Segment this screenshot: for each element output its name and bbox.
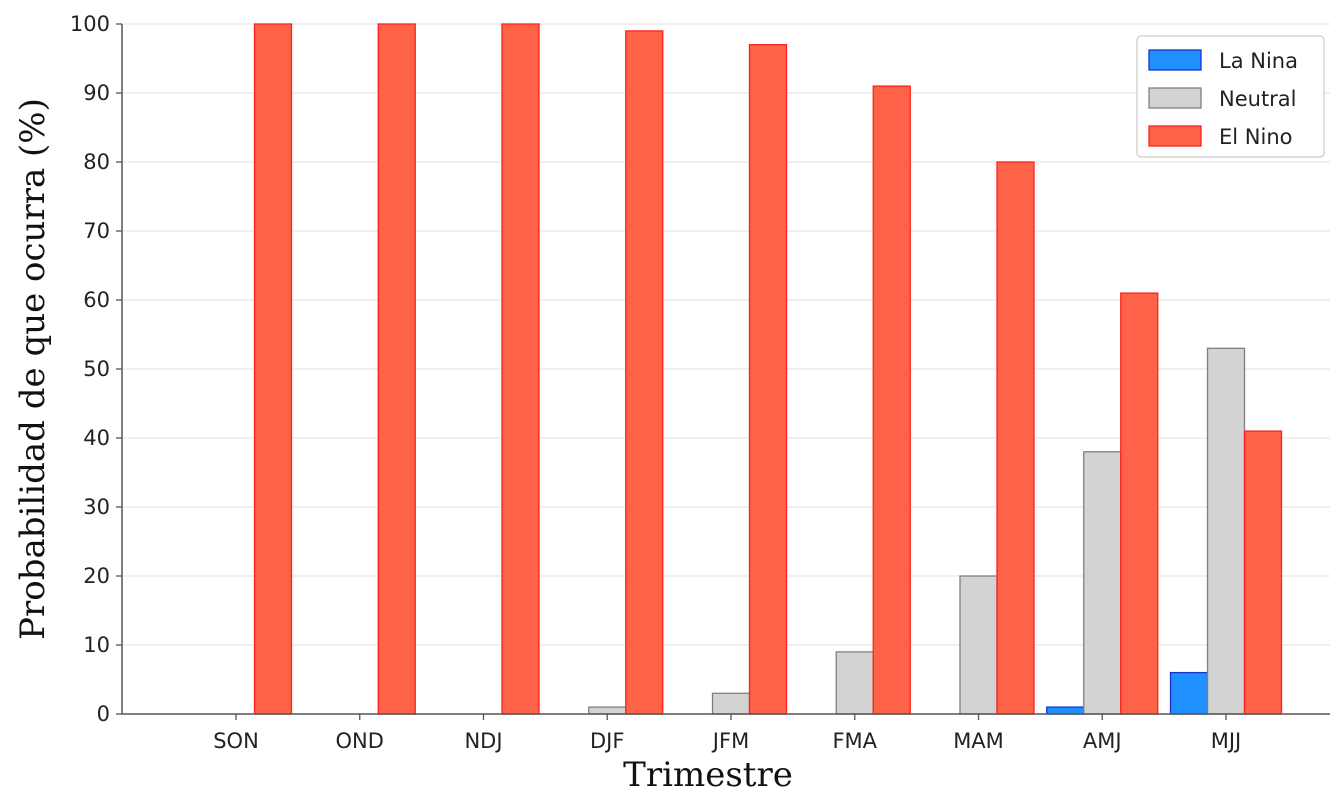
- bar-el-nino-amj: [1120, 292, 1159, 715]
- x-tick-label: JFM: [711, 729, 749, 753]
- x-axis-label: Trimestre: [623, 755, 793, 790]
- bar-la-nina-amj: [1046, 706, 1085, 715]
- bar-la-nina-mjj: [1169, 671, 1209, 715]
- y-tick-label: 100: [70, 12, 110, 36]
- legend-label: La Nina: [1219, 49, 1298, 73]
- bar-el-nino-son: [253, 23, 293, 715]
- legend-label: El Nino: [1219, 125, 1292, 149]
- y-tick-label: 20: [83, 564, 110, 588]
- x-tick-labels: SON OND NDJ DJF JFM FMA MAM AMJ MJJ: [213, 714, 1241, 753]
- y-tick-label: 30: [83, 495, 110, 519]
- bar-el-nino-fma: [872, 85, 911, 715]
- bar-neutral-mjj: [1206, 347, 1246, 715]
- y-tick-label: 50: [83, 357, 110, 381]
- legend: La Nina Neutral El Nino: [1136, 35, 1325, 158]
- bar-neutral-fma: [835, 651, 874, 715]
- legend-swatch-el-nino: [1148, 125, 1202, 147]
- bar-el-nino-mam: [996, 161, 1035, 715]
- x-tick-label: AMJ: [1083, 729, 1122, 753]
- x-tick-label: FMA: [832, 729, 877, 753]
- bar-neutral-mam: [959, 575, 998, 715]
- x-tick-label: DJF: [590, 729, 624, 753]
- y-tick-label: 80: [83, 150, 110, 174]
- y-tick-labels: 0 10 20 30 40 50 60 70 80 90 100: [70, 12, 122, 726]
- legend-swatch-neutral: [1148, 87, 1202, 109]
- x-tick-label: OND: [336, 729, 384, 753]
- y-tick-label: 0: [97, 702, 110, 726]
- bar-el-nino-ond: [377, 23, 416, 715]
- bar-neutral-jfm: [711, 692, 751, 715]
- y-tick-label: 60: [83, 288, 110, 312]
- y-tick-label: 10: [83, 633, 110, 657]
- y-tick-label: 90: [83, 81, 110, 105]
- x-tick-label: MJJ: [1211, 729, 1242, 753]
- x-tick-label: NDJ: [464, 729, 502, 753]
- bar-neutral-amj: [1083, 451, 1122, 715]
- x-tick-label: SON: [213, 729, 259, 753]
- x-tick-label: MAM: [953, 729, 1004, 753]
- bar-neutral-djf: [588, 706, 627, 715]
- bar-el-nino-mjj: [1243, 430, 1283, 715]
- y-tick-label: 70: [83, 219, 110, 243]
- bar-el-nino-ndj: [501, 23, 540, 715]
- bar-el-nino-djf: [625, 30, 664, 715]
- legend-swatch-la-nina: [1148, 49, 1202, 71]
- gridlines: [122, 23, 1330, 646]
- legend-label: Neutral: [1219, 87, 1297, 111]
- y-tick-label: 40: [83, 426, 110, 450]
- bar-el-nino-jfm: [748, 44, 788, 715]
- y-axis-label: Probabilidad de que ocurra (%): [13, 98, 53, 640]
- bars: [253, 23, 1283, 715]
